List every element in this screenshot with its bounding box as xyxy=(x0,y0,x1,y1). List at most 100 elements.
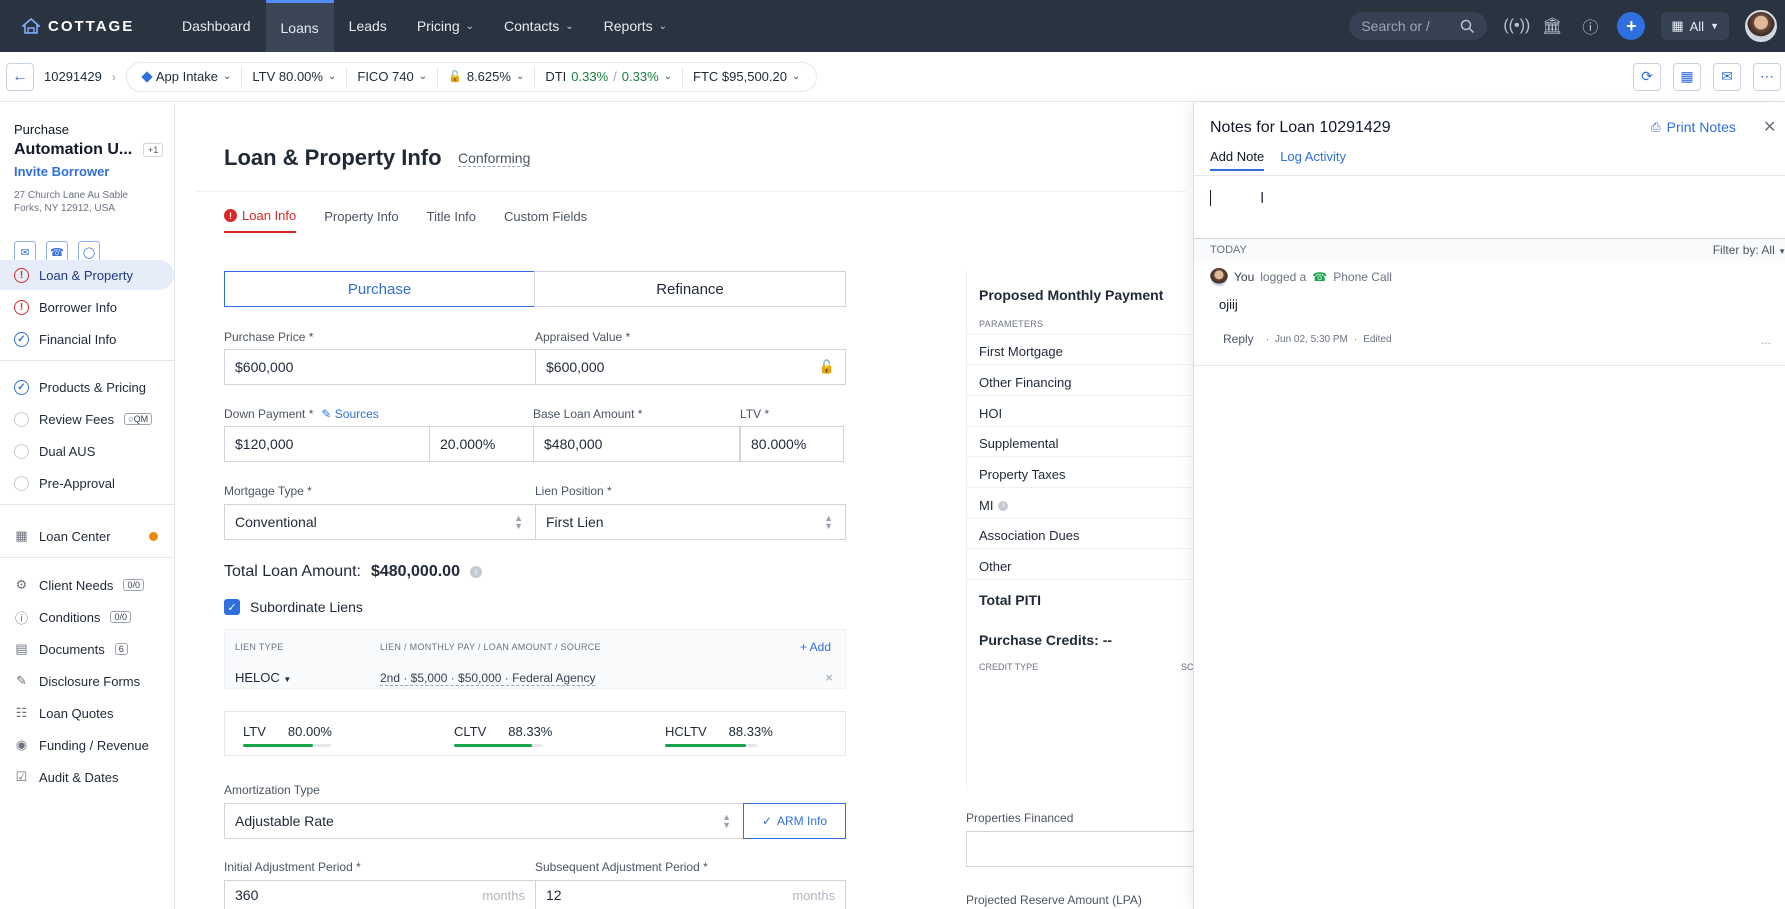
down-payment-percent-field[interactable]: 20.000% xyxy=(429,426,534,462)
sidebar-item-conditions[interactable]: ⓘ Conditions 0/0 xyxy=(0,602,174,632)
notes-tabs: Add Note Log Activity xyxy=(1210,149,1346,171)
lien-details-header: LIEN / MONTHLY PAY / LOAN AMOUNT / SOURC… xyxy=(380,642,601,652)
global-search-input[interactable]: Search or / xyxy=(1349,12,1488,40)
purchase-price-value: $600,000 xyxy=(235,359,294,375)
ratio-label: CLTV xyxy=(454,724,487,739)
sidebar-item-loan-quotes[interactable]: ☷ Loan Quotes xyxy=(0,698,174,728)
lien-position-label: Lien Position * xyxy=(535,484,612,498)
checkbox-checked-icon[interactable]: ✓ xyxy=(224,599,240,615)
brand-logo[interactable]: COTTAGE xyxy=(22,18,167,35)
search-icon xyxy=(1461,19,1475,33)
arm-info-label: ARM Info xyxy=(777,814,828,828)
chevron-down-icon: ⌄ xyxy=(658,20,668,32)
close-icon[interactable]: ✕ xyxy=(1763,119,1777,136)
sidebar-item-loan-center[interactable]: ▦ Loan Center xyxy=(0,521,174,551)
note-more-button[interactable]: ... xyxy=(1761,333,1772,347)
nav-pricing[interactable]: Pricing ⌄ xyxy=(402,0,489,52)
quotes-icon: ☷ xyxy=(15,705,28,720)
org-filter-dropdown[interactable]: ▦ All ▼ xyxy=(1661,12,1729,40)
lien-position-select[interactable]: First Lien ▲ ▼ xyxy=(535,504,846,540)
mi-label: MI xyxy=(979,498,994,513)
initial-adjustment-field[interactable]: 360 months xyxy=(224,880,536,909)
calendar-button[interactable]: ▦ xyxy=(1673,62,1701,91)
appraised-value-field[interactable]: $600,000 🔓 xyxy=(535,349,846,385)
purchase-toggle[interactable]: Purchase xyxy=(224,271,535,307)
tab-add-note[interactable]: Add Note xyxy=(1210,149,1265,171)
purchase-price-field[interactable]: $600,000 xyxy=(224,349,536,385)
ratio-label: LTV xyxy=(243,724,266,739)
dti-pill[interactable]: DTI 0.33% / 0.33% ⌄ xyxy=(535,66,684,87)
back-button[interactable]: ← xyxy=(6,62,34,91)
info-icon[interactable]: i xyxy=(469,566,482,578)
tab-title-info[interactable]: Title Info xyxy=(427,208,476,233)
amortization-select[interactable]: Adjustable Rate ▲ ▼ xyxy=(224,803,744,839)
sidebar-item-label: Loan Center xyxy=(39,528,111,544)
broadcast-icon[interactable]: ((•)) xyxy=(1503,17,1531,34)
user-avatar[interactable] xyxy=(1745,10,1777,42)
sidebar-item-funding-revenue[interactable]: ◉ Funding / Revenue xyxy=(0,730,174,760)
filter-dropdown[interactable]: Filter by: All ▼ xyxy=(1713,243,1785,257)
sidebar-item-dual-aus[interactable]: Dual AUS xyxy=(0,436,174,466)
stage-pill[interactable]: App Intake ⌄ xyxy=(133,66,243,87)
refinance-toggle[interactable]: Refinance xyxy=(534,271,846,307)
sidebar-item-documents[interactable]: ▤ Documents 6 xyxy=(0,634,174,664)
extra-borrowers-badge[interactable]: +1 xyxy=(143,143,164,157)
ltv-field[interactable]: 80.000% xyxy=(740,426,844,462)
help-icon[interactable]: ⓘ xyxy=(1582,20,1599,37)
more-options-button[interactable]: ⋯ xyxy=(1753,62,1781,91)
sidebar-item-pre-approval[interactable]: Pre-Approval xyxy=(0,468,174,498)
lien-type-dropdown[interactable]: HELOC ▼ xyxy=(235,670,291,685)
sidebar-item-review-fees[interactable]: Review Fees ○QM xyxy=(0,404,174,434)
tab-property-info[interactable]: Property Info xyxy=(324,208,398,233)
nav-leads[interactable]: Leads xyxy=(334,0,402,52)
nav-dashboard[interactable]: Dashboard xyxy=(167,0,266,52)
loan-property-form: Loan & Property Info Conforming ! Loan In… xyxy=(196,103,1197,909)
sidebar-item-disclosure-forms[interactable]: ✎ Disclosure Forms xyxy=(0,666,174,696)
payment-row-mi: MI i xyxy=(979,498,1179,513)
sources-link[interactable]: ✎ Sources xyxy=(321,407,379,421)
arm-info-button[interactable]: ✓ ARM Info xyxy=(743,803,846,839)
sidebar-item-audit-dates[interactable]: ☑ Audit & Dates xyxy=(0,762,174,792)
note-entry-header: You logged a ☎ Phone Call xyxy=(1210,268,1392,286)
sidebar-item-borrower-info[interactable]: ! Borrower Info xyxy=(0,292,174,322)
create-new-button[interactable]: + xyxy=(1617,12,1646,40)
nav-loans[interactable]: Loans xyxy=(265,0,334,52)
notes-button[interactable]: ✉ xyxy=(1713,62,1741,91)
refresh-button[interactable]: ⟳ xyxy=(1633,62,1661,91)
ratio-bar-cltv xyxy=(454,744,542,747)
add-lien-button[interactable]: + Add xyxy=(799,640,831,654)
base-loan-field[interactable]: $480,000 xyxy=(533,426,740,462)
rate-pill[interactable]: 🔓 8.625% ⌄ xyxy=(438,66,536,87)
mortgage-type-select[interactable]: Conventional ▲ ▼ xyxy=(224,504,536,540)
info-icon[interactable]: i xyxy=(998,500,1009,511)
ftc-pill[interactable]: FTC $95,500.20 ⌄ xyxy=(683,67,810,87)
loan-program-label[interactable]: Conforming xyxy=(458,150,531,167)
ltv-pill[interactable]: LTV 80.00% ⌄ xyxy=(242,66,348,87)
invite-borrower-link[interactable]: Invite Borrower xyxy=(14,164,110,179)
subsequent-adjustment-field[interactable]: 12 months xyxy=(535,880,846,909)
sidebar-item-products-pricing[interactable]: ✓ Products & Pricing xyxy=(0,372,174,402)
down-payment-field[interactable]: $120,000 xyxy=(224,426,430,462)
lock-icon[interactable]: 🔓 xyxy=(818,359,835,374)
tab-log-activity[interactable]: Log Activity xyxy=(1280,149,1346,164)
tab-custom-fields[interactable]: Custom Fields xyxy=(504,208,587,233)
remove-lien-button[interactable]: × xyxy=(825,670,833,685)
tab-loan-info[interactable]: ! Loan Info xyxy=(224,208,297,233)
sidebar-item-loan-property[interactable]: ! Loan & Property xyxy=(0,260,174,290)
plus-icon: + xyxy=(1626,15,1637,36)
subordinate-liens-checkbox[interactable]: ✓ Subordinate Liens xyxy=(224,599,363,615)
properties-financed-field[interactable] xyxy=(966,831,1196,867)
print-notes-button[interactable]: ⎙ Print Notes xyxy=(1651,119,1736,135)
sidebar-item-financial-info[interactable]: ✓ Financial Info xyxy=(0,324,174,354)
borrower-name[interactable]: Automation U... xyxy=(14,141,133,158)
fico-pill[interactable]: FICO 740 ⌄ xyxy=(347,66,439,87)
reply-button[interactable]: Reply xyxy=(1223,332,1254,346)
lien-details-link[interactable]: 2nd · $5,000 · $50,000 · Federal Agency xyxy=(380,671,596,686)
bank-icon[interactable]: 🏛 xyxy=(1542,18,1563,35)
nav-contacts[interactable]: Contacts ⌄ xyxy=(489,0,589,52)
nav-reports[interactable]: Reports ⌄ xyxy=(589,0,682,52)
note-input[interactable]: I xyxy=(1194,175,1785,239)
entry-type: Phone Call xyxy=(1333,270,1392,284)
sidebar-item-client-needs[interactable]: ⚙ Client Needs 0/0 xyxy=(0,570,174,600)
ratio-value: 80.00% xyxy=(287,724,332,739)
